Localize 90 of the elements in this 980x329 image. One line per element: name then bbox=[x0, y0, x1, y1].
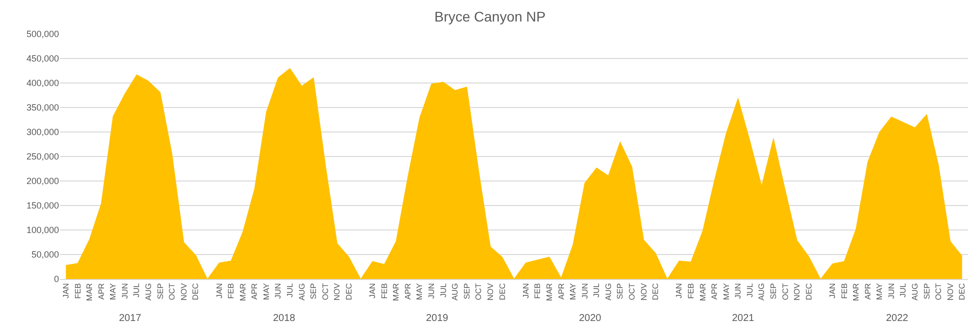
x-tick-label: FEB bbox=[380, 283, 389, 299]
x-tick-label: FEB bbox=[533, 283, 542, 299]
x-tick-label: DEC bbox=[958, 282, 967, 300]
x-tick-label: JUN bbox=[734, 282, 743, 299]
x-tick-label: MAR bbox=[698, 282, 708, 301]
y-tick-label: 300,000 bbox=[26, 127, 59, 138]
x-tick-label: JAN bbox=[828, 282, 837, 298]
x-tick-label: JUN bbox=[274, 282, 283, 299]
x-tick-label: APR bbox=[863, 282, 872, 300]
x-tick-label: DEC bbox=[344, 282, 354, 300]
x-tick-label: APR bbox=[96, 282, 106, 300]
x-tick-label: JAN bbox=[214, 282, 224, 298]
x-tick-label: DEC bbox=[498, 282, 507, 300]
y-tick-label: 250,000 bbox=[26, 152, 59, 162]
x-tick-label: JUN bbox=[886, 282, 896, 299]
x-tick-label: MAY bbox=[722, 282, 731, 300]
x-tick-label: MAY bbox=[262, 282, 271, 300]
x-tick-label: AUG bbox=[910, 283, 920, 301]
y-tick-label: 450,000 bbox=[26, 54, 59, 64]
x-tick-label: FEB bbox=[226, 283, 236, 299]
x-tick-label: NOV bbox=[332, 282, 342, 301]
chart-title: Bryce Canyon NP bbox=[434, 8, 546, 24]
x-tick-label: AUG bbox=[144, 283, 154, 301]
x-tick-label: FEB bbox=[840, 283, 849, 299]
text: 2021 bbox=[732, 313, 755, 324]
x-tick-label: JUN bbox=[427, 282, 436, 299]
x-tick-label: DEC bbox=[191, 282, 200, 300]
text: 2018 bbox=[273, 313, 296, 324]
x-tick-label: MAR bbox=[85, 282, 94, 301]
y-tick-label: 350,000 bbox=[26, 102, 59, 113]
x-tick-label: JUL bbox=[745, 282, 754, 298]
x-tick-label: OCT bbox=[320, 283, 330, 300]
x-tick-label: NOV bbox=[946, 282, 955, 301]
x-tick-label: OCT bbox=[628, 283, 637, 300]
x-tick-label: MAR bbox=[392, 282, 401, 301]
y-tick-label: 500,000 bbox=[26, 29, 59, 40]
text: 2019 bbox=[426, 313, 449, 324]
x-tick-label: FEB bbox=[73, 283, 82, 299]
y-tick-label: 400,000 bbox=[26, 78, 59, 88]
x-tick-label: JUL bbox=[898, 282, 908, 298]
x-tick-label: MAR bbox=[852, 282, 861, 301]
x-tick-label: AUG bbox=[297, 283, 306, 301]
x-tick-label: SEP bbox=[462, 283, 472, 300]
x-tick-label: NOV bbox=[792, 282, 802, 301]
x-tick-label: JUL bbox=[592, 282, 602, 298]
text: 2017 bbox=[119, 313, 142, 324]
x-tick-label: JAN bbox=[521, 282, 530, 298]
x-tick-label: SEP bbox=[769, 283, 778, 300]
x-tick-label: OCT bbox=[474, 283, 484, 300]
x-tick-label: AUG bbox=[450, 283, 460, 301]
text: 2022 bbox=[886, 313, 909, 324]
y-tick-label: 0 bbox=[54, 274, 59, 284]
y-tick-label: 200,000 bbox=[26, 176, 59, 186]
x-tick-label: DEC bbox=[651, 282, 660, 300]
x-tick-label: NOV bbox=[486, 282, 496, 301]
x-tick-label: JUL bbox=[286, 282, 295, 298]
x-tick-label: MAY bbox=[415, 282, 424, 300]
x-tick-label: OCT bbox=[934, 283, 944, 300]
x-tick-label: MAY bbox=[108, 282, 118, 300]
x-tick-label: MAY bbox=[875, 282, 884, 300]
x-tick-label: JUL bbox=[132, 282, 142, 298]
x-tick-label: APR bbox=[710, 282, 720, 300]
x-tick-label: OCT bbox=[780, 283, 790, 300]
x-tick-label: MAY bbox=[568, 282, 578, 300]
x-tick-label: NOV bbox=[179, 282, 188, 301]
x-tick-label: NOV bbox=[639, 282, 648, 301]
x-tick-label: JAN bbox=[674, 282, 684, 298]
x-tick-label: APR bbox=[403, 282, 412, 300]
x-tick-label: OCT bbox=[168, 283, 177, 300]
x-tick-label: SEP bbox=[616, 283, 625, 300]
x-tick-label: AUG bbox=[604, 283, 613, 301]
x-tick-label: AUG bbox=[757, 283, 766, 301]
y-tick-label: 100,000 bbox=[26, 225, 59, 236]
y-tick-label: 150,000 bbox=[26, 200, 59, 211]
x-tick-label: APR bbox=[556, 282, 566, 300]
text: 2020 bbox=[579, 313, 602, 324]
x-tick-label: JUN bbox=[120, 282, 130, 299]
x-tick-label: MAR bbox=[238, 282, 248, 301]
x-tick-label: JUN bbox=[580, 282, 590, 299]
x-tick-label: MAR bbox=[544, 282, 554, 301]
x-tick-label: DEC bbox=[804, 282, 814, 300]
x-tick-label: APR bbox=[250, 282, 260, 300]
x-tick-label: SEP bbox=[309, 283, 318, 300]
x-tick-label: JUL bbox=[438, 282, 448, 298]
y-tick-label: 50,000 bbox=[31, 250, 59, 260]
x-tick-label: SEP bbox=[922, 283, 932, 300]
x-tick-label: FEB bbox=[686, 283, 696, 299]
x-tick-label: JAN bbox=[62, 282, 70, 298]
x-tick-label: SEP bbox=[156, 283, 165, 300]
x-tick-label: JAN bbox=[368, 282, 378, 298]
